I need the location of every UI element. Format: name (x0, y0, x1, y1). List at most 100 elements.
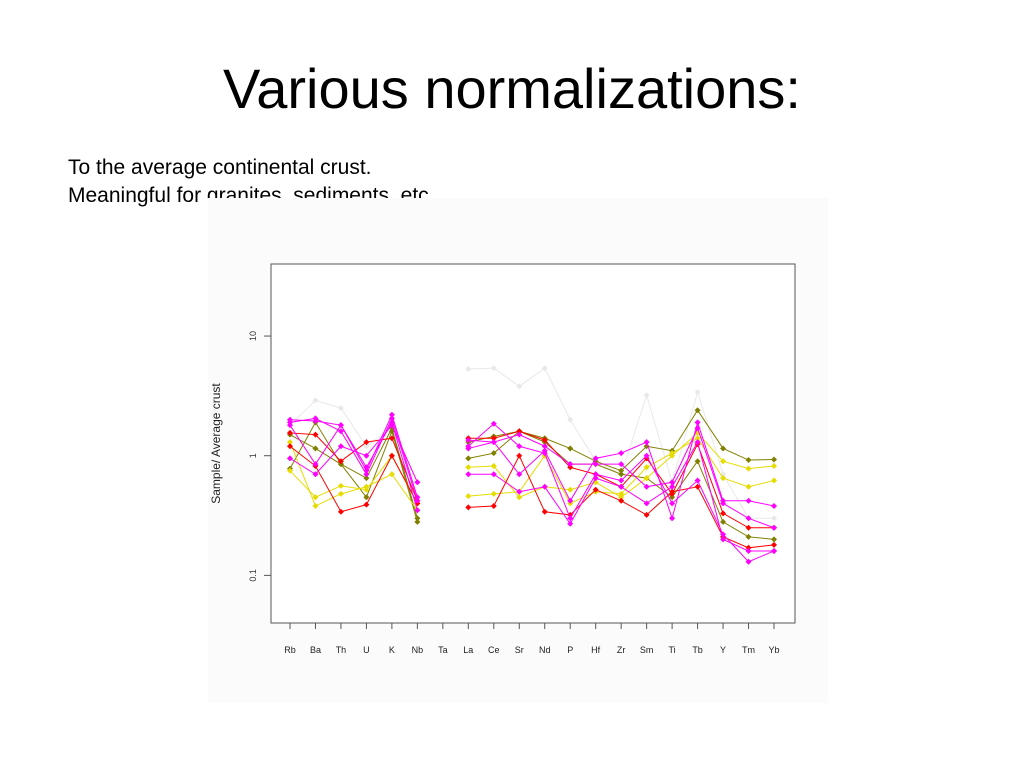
data-point (388, 471, 395, 478)
data-point (541, 508, 548, 515)
data-point (465, 366, 472, 373)
y-tick-label: 1 (248, 453, 258, 458)
data-point (618, 494, 625, 501)
data-point (312, 502, 319, 509)
data-point (337, 443, 344, 450)
data-point (516, 488, 523, 495)
data-point (312, 461, 319, 468)
data-point (720, 518, 727, 525)
data-point (720, 445, 727, 452)
data-point (694, 407, 701, 414)
data-point (490, 463, 497, 470)
slide-title: Various normalizations: (223, 57, 801, 120)
data-point (567, 461, 574, 468)
x-tick-label: Ce (488, 645, 500, 655)
data-point (643, 475, 650, 482)
data-point (567, 497, 574, 504)
data-point (771, 524, 777, 531)
data-point (337, 428, 344, 435)
data-point (694, 435, 701, 442)
data-point (388, 411, 395, 418)
series-line (289, 429, 418, 523)
x-tick-label: P (567, 645, 573, 655)
data-point (694, 458, 701, 465)
x-tick-label: Sr (515, 645, 524, 655)
x-tick-label: Y (720, 645, 726, 655)
x-tick-label: Tb (692, 645, 703, 655)
data-point (618, 450, 625, 457)
data-point (287, 467, 293, 474)
data-point (414, 518, 421, 525)
data-point (312, 415, 319, 422)
data-point (516, 443, 523, 450)
data-point (312, 471, 319, 478)
data-point (771, 456, 777, 463)
data-point (414, 494, 421, 501)
data-point (363, 494, 370, 501)
data-point (363, 486, 370, 493)
data-point (669, 450, 676, 457)
data-point (643, 483, 650, 490)
data-point (490, 435, 497, 442)
x-tick-label: Hf (591, 645, 600, 655)
data-point (337, 405, 344, 412)
data-point (720, 497, 727, 504)
data-point (771, 536, 777, 543)
data-point (465, 471, 472, 478)
data-point (490, 450, 497, 457)
data-point (694, 477, 701, 484)
spider-diagram: 0.1 1 10 Sample/ Average crust Rb Ba Th U K Nb Ta L… (208, 198, 828, 703)
data-point (490, 471, 497, 478)
data-point (567, 416, 574, 423)
data-point (618, 477, 625, 484)
data-point (643, 392, 650, 399)
data-point (312, 431, 319, 438)
data-point (388, 415, 395, 422)
data-point (414, 515, 421, 522)
data-point (567, 445, 574, 452)
x-tick-label: Nd (539, 645, 551, 655)
data-point (745, 483, 752, 490)
data-point (771, 547, 777, 554)
data-point (490, 439, 497, 446)
x-tick-label: Ba (310, 645, 321, 655)
data-point (516, 383, 523, 390)
data-point (363, 452, 370, 459)
data-point (363, 471, 370, 478)
data-point (287, 422, 293, 429)
data-point (490, 502, 497, 509)
data-point (363, 439, 370, 446)
data-point (516, 452, 523, 459)
data-point (312, 397, 319, 404)
data-point (745, 497, 752, 504)
x-tick-label: Rb (284, 645, 296, 655)
series-line (289, 432, 418, 501)
data-point (669, 488, 676, 495)
series-line (289, 421, 418, 511)
data-point (287, 443, 293, 450)
data-point (592, 455, 599, 462)
x-tick-label: Th (336, 645, 347, 655)
data-point (337, 422, 344, 429)
data-point (516, 494, 523, 501)
data-point (490, 365, 497, 372)
x-tick-label: Ti (669, 645, 676, 655)
x-tick-label: La (463, 645, 473, 655)
data-point (745, 465, 752, 472)
x-tick-label: Sm (640, 645, 654, 655)
data-point (490, 420, 497, 427)
data-point (643, 511, 650, 518)
data-point (414, 497, 421, 504)
series-line (289, 421, 418, 519)
data-point (337, 458, 344, 465)
data-point (745, 457, 752, 464)
x-tick-label: Zr (617, 645, 626, 655)
x-tick-label: Nb (412, 645, 424, 655)
data-point (745, 558, 752, 565)
data-point (388, 419, 395, 426)
data-point (694, 483, 701, 490)
data-point (414, 479, 421, 486)
data-point (465, 455, 472, 462)
data-point (567, 486, 574, 493)
data-point (669, 500, 676, 507)
